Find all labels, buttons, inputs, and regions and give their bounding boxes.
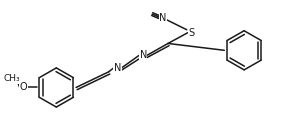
Text: CH₃: CH₃ bbox=[3, 74, 20, 83]
Text: N: N bbox=[140, 50, 147, 60]
Text: N: N bbox=[114, 63, 121, 73]
Text: S: S bbox=[189, 28, 195, 38]
Text: O: O bbox=[20, 82, 28, 92]
Text: N: N bbox=[159, 13, 167, 23]
